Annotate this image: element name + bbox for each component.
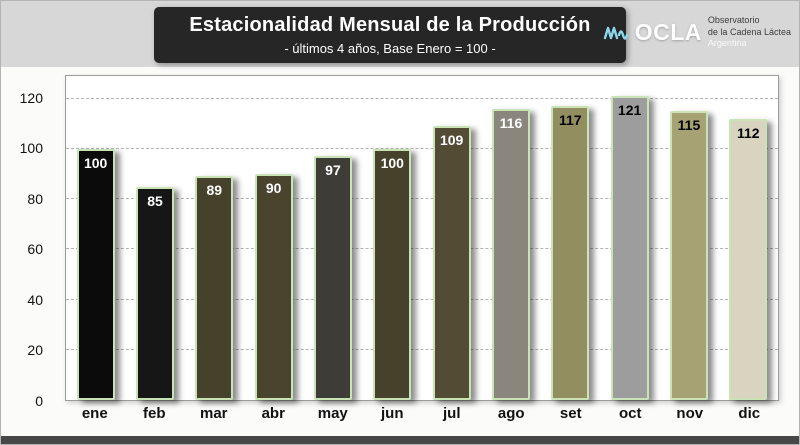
y-tick-label: 100: [19, 140, 43, 157]
bar-value-label: 100: [380, 154, 404, 171]
bar-value-label: 109: [439, 132, 464, 149]
bar-rect-ene: 100: [76, 148, 115, 400]
bar-mar: 89: [185, 76, 244, 400]
gridline: [66, 298, 778, 300]
bar-ene: 100: [66, 76, 125, 400]
y-tick-label: 40: [27, 291, 43, 308]
x-axis-label-ago: ago: [497, 405, 525, 422]
org-line-2: de la Cadena Láctea: [707, 26, 791, 37]
gridline: [66, 198, 778, 200]
org-line-1: Observatorio: [707, 15, 760, 25]
bar-value-label: 90: [265, 179, 282, 196]
bar-dic: 112: [719, 76, 778, 400]
bar-oct: 121: [600, 76, 659, 400]
chart-title: Estacionalidad Mensual de la Producción: [189, 14, 591, 36]
ocla-org-text: Observatorio de la Cadena Láctea Argenti…: [708, 15, 791, 50]
chart-subtitle: - últimos 4 años, Base Enero = 100 -: [284, 41, 496, 56]
x-axis-label-mar: mar: [199, 405, 228, 422]
bar-rect-mar: 89: [195, 176, 234, 400]
y-tick-label: 120: [19, 89, 43, 106]
x-axis-label-jun: jun: [381, 405, 404, 422]
bar-rect-ago: 116: [491, 108, 530, 400]
bar-rect-jul: 109: [432, 126, 471, 400]
wave-icon: [603, 26, 628, 40]
bar-rect-set: 117: [551, 106, 590, 400]
x-axis-label-feb: feb: [143, 405, 166, 422]
bars-container: 100 85 89 90 97 100 109 116 117 121 115 112: [66, 76, 778, 400]
chart-title-bar: Estacionalidad Mensual de la Producción …: [154, 7, 626, 63]
gridline: [66, 348, 778, 350]
bar-rect-jun: 100: [373, 148, 412, 400]
bar-value-label: 112: [736, 124, 760, 141]
gridline: [66, 147, 778, 149]
bar-value-label: 89: [206, 182, 223, 199]
bar-abr: 90: [244, 76, 303, 400]
y-tick-label: 0: [35, 393, 43, 409]
y-axis: 0 20 40 60 80 100 120: [1, 75, 57, 409]
x-axis-label-oct: oct: [619, 405, 642, 422]
bar-jun: 100: [363, 76, 422, 400]
x-axis-label-dic: dic: [738, 405, 761, 422]
gridline: [66, 97, 778, 99]
bar-may: 97: [303, 76, 362, 400]
y-tick-label: 80: [27, 190, 43, 207]
bar-rect-nov: 115: [669, 111, 708, 400]
org-country: Argentina: [707, 38, 747, 49]
bar-rect-feb: 85: [135, 186, 174, 400]
bar-nov: 115: [659, 76, 718, 400]
gridline: [66, 248, 778, 250]
x-axis-label-ene: ene: [81, 405, 108, 422]
ocla-logo: OCLA Observatorio de la Cadena Láctea Ar…: [603, 15, 791, 50]
bar-value-label: 116: [499, 114, 523, 131]
x-axis-label-nov: nov: [676, 405, 704, 422]
bar-ago: 116: [481, 76, 540, 400]
bar-value-label: 121: [617, 102, 642, 119]
bar-rect-dic: 112: [729, 118, 768, 400]
ocla-brand-text: OCLA: [634, 19, 702, 46]
x-axis: ene feb mar abr may jun jul ago set oct nov dic: [65, 405, 779, 422]
plot-area: 100 85 89 90 97 100 109 116 117 121 115 112: [65, 75, 779, 401]
bottom-strip: [1, 436, 799, 444]
bar-feb: 85: [125, 76, 184, 400]
bar-jul: 109: [422, 76, 481, 400]
bar-value-label: 115: [677, 117, 701, 134]
y-tick-label: 60: [27, 241, 43, 258]
y-tick-label: 20: [27, 342, 43, 359]
x-axis-label-abr: abr: [261, 405, 285, 422]
x-axis-label-set: set: [559, 405, 582, 422]
bar-rect-abr: 90: [254, 173, 293, 400]
x-axis-label-may: may: [317, 405, 348, 422]
x-axis-label-jul: jul: [443, 405, 461, 422]
bar-set: 117: [541, 76, 600, 400]
bar-value-label: 100: [83, 154, 108, 171]
bar-value-label: 117: [558, 112, 582, 129]
bar-value-label: 85: [147, 192, 163, 209]
bar-rect-oct: 121: [610, 96, 649, 400]
bar-rect-may: 97: [313, 156, 352, 400]
bar-value-label: 97: [325, 162, 341, 179]
